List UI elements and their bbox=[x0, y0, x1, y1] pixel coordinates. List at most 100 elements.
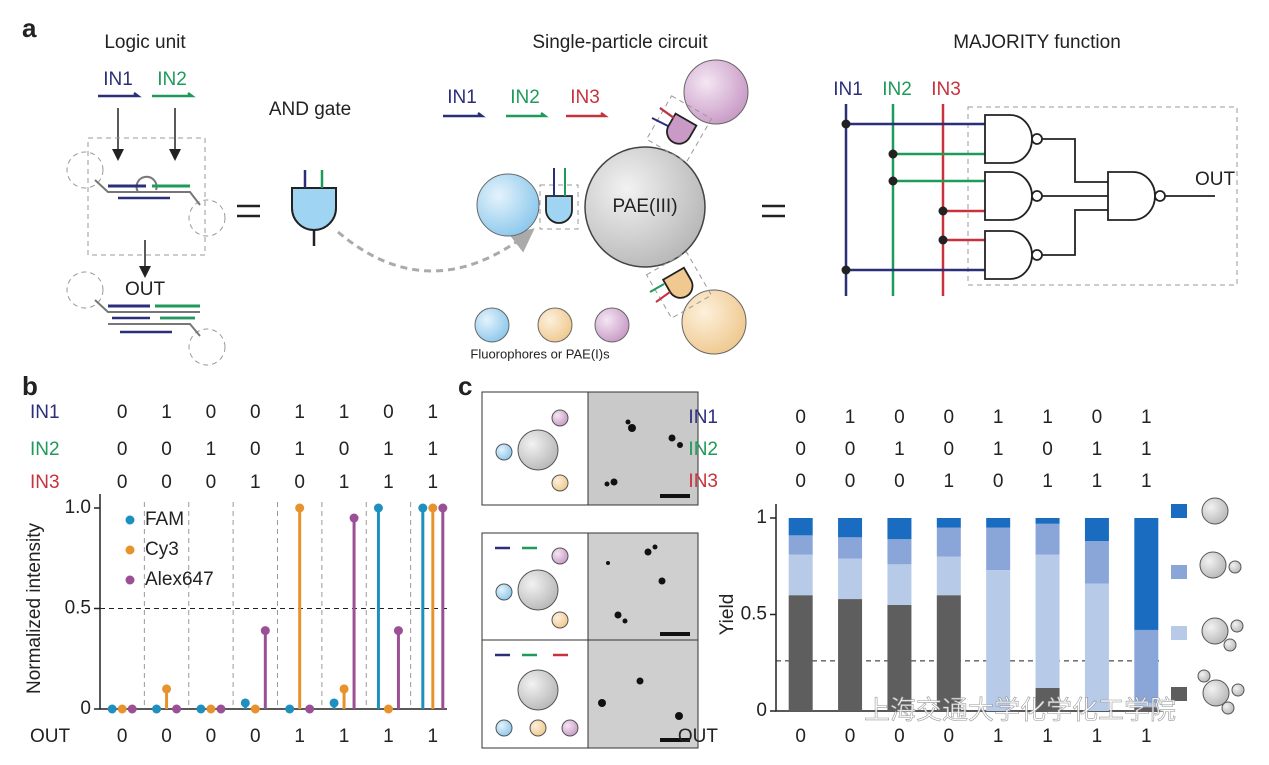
stem-head bbox=[295, 503, 305, 513]
stem-head bbox=[107, 704, 117, 714]
stem-head bbox=[418, 503, 428, 513]
bar-segment bbox=[936, 595, 961, 711]
truth-value: 1 bbox=[944, 471, 955, 492]
y-tick-label: 0.5 bbox=[741, 604, 767, 625]
truth-value: 0 bbox=[161, 472, 172, 493]
truth-value: 1 bbox=[1141, 471, 1152, 492]
output-value: 0 bbox=[206, 726, 217, 747]
bar-segment bbox=[1035, 523, 1060, 555]
input-label: IN2 bbox=[157, 69, 187, 90]
stem-head bbox=[329, 698, 339, 708]
truth-row-label: IN1 bbox=[688, 407, 718, 428]
stem-head bbox=[438, 503, 448, 513]
truth-row-label: IN3 bbox=[30, 472, 60, 493]
output-row-label: OUT bbox=[30, 726, 71, 747]
stem-head bbox=[305, 704, 315, 714]
output-value: 1 bbox=[1092, 726, 1103, 747]
stem-head bbox=[428, 503, 438, 513]
bar-segment bbox=[1134, 518, 1159, 630]
bar-segment bbox=[936, 527, 961, 557]
stem-head bbox=[383, 704, 393, 714]
output-label: OUT bbox=[1195, 169, 1236, 190]
stem-head bbox=[152, 704, 162, 714]
gate-title: AND gate bbox=[269, 99, 351, 120]
truth-value: 0 bbox=[845, 439, 856, 460]
panel-label: a bbox=[22, 13, 37, 43]
stem-head bbox=[250, 704, 260, 714]
y-tick-label: 0 bbox=[80, 698, 91, 719]
truth-row-label: IN2 bbox=[688, 439, 718, 460]
truth-value: 0 bbox=[294, 472, 305, 493]
truth-value: 1 bbox=[339, 402, 350, 423]
bar-segment bbox=[1084, 583, 1109, 711]
truth-value: 1 bbox=[339, 472, 350, 493]
stem-head bbox=[339, 684, 349, 694]
stem-head bbox=[349, 513, 359, 523]
legend-swatch bbox=[1171, 504, 1187, 518]
panel-label: c bbox=[458, 371, 472, 401]
truth-value: 0 bbox=[383, 402, 394, 423]
watermark: 上海交通大学化学化工学院 bbox=[864, 695, 1176, 725]
output-value: 1 bbox=[383, 726, 394, 747]
logic-unit-title: Logic unit bbox=[104, 32, 186, 53]
output-value: 1 bbox=[1042, 726, 1053, 747]
truth-value: 0 bbox=[117, 402, 128, 423]
truth-value: 0 bbox=[206, 402, 217, 423]
output-value: 1 bbox=[428, 726, 439, 747]
bar-segment bbox=[1084, 541, 1109, 584]
panel-c-images bbox=[481, 391, 699, 749]
truth-value: 1 bbox=[1141, 439, 1152, 460]
truth-value: 0 bbox=[1092, 407, 1103, 428]
panel-label: b bbox=[22, 371, 38, 401]
bar-segment bbox=[1084, 518, 1109, 542]
input-label: IN2 bbox=[510, 87, 540, 108]
truth-value: 1 bbox=[383, 472, 394, 493]
output-value: 0 bbox=[944, 726, 955, 747]
truth-value: 1 bbox=[294, 402, 305, 423]
truth-value: 0 bbox=[944, 439, 955, 460]
truth-value: 1 bbox=[294, 439, 305, 460]
truth-value: 1 bbox=[1042, 471, 1053, 492]
truth-value: 0 bbox=[250, 439, 261, 460]
stem-head bbox=[373, 503, 383, 513]
stem-head bbox=[260, 626, 270, 636]
output-value: 1 bbox=[1141, 726, 1152, 747]
truth-value: 1 bbox=[993, 439, 1004, 460]
bar-segment bbox=[1134, 703, 1159, 708]
bar-segment bbox=[1134, 629, 1159, 704]
legend-swatch bbox=[1171, 626, 1187, 640]
truth-value: 1 bbox=[428, 472, 439, 493]
legend-label: Cy3 bbox=[145, 539, 179, 560]
stem-head bbox=[172, 704, 182, 714]
truth-value: 0 bbox=[894, 407, 905, 428]
output-value: 0 bbox=[795, 726, 806, 747]
output-value: 0 bbox=[894, 726, 905, 747]
legend-marker bbox=[125, 515, 135, 525]
bar-segment bbox=[986, 518, 1011, 528]
truth-value: 0 bbox=[795, 471, 806, 492]
output-value: 0 bbox=[117, 726, 128, 747]
caption: Fluorophores or PAE(I)s bbox=[470, 346, 610, 361]
output-row-label: OUT bbox=[678, 726, 719, 747]
input-label: IN1 bbox=[447, 87, 477, 108]
legend-marker bbox=[125, 575, 135, 585]
y-axis-label: Yield bbox=[717, 594, 738, 636]
legend-swatch bbox=[1171, 687, 1187, 701]
truth-value: 0 bbox=[795, 407, 806, 428]
y-tick-label: 0.5 bbox=[65, 598, 91, 619]
truth-value: 0 bbox=[250, 402, 261, 423]
input-label: IN3 bbox=[570, 87, 600, 108]
circuit-title: Single-particle circuit bbox=[532, 32, 708, 53]
majority-title: MAJORITY function bbox=[953, 32, 1121, 53]
truth-value: 0 bbox=[339, 439, 350, 460]
truth-value: 1 bbox=[428, 439, 439, 460]
truth-value: 0 bbox=[206, 472, 217, 493]
truth-value: 0 bbox=[117, 472, 128, 493]
y-axis-label: Normalized intensity bbox=[24, 522, 45, 694]
bar-segment bbox=[788, 518, 813, 536]
truth-value: 0 bbox=[993, 471, 1004, 492]
output-value: 0 bbox=[845, 726, 856, 747]
bar-segment bbox=[788, 595, 813, 711]
bar-segment bbox=[1134, 707, 1159, 711]
